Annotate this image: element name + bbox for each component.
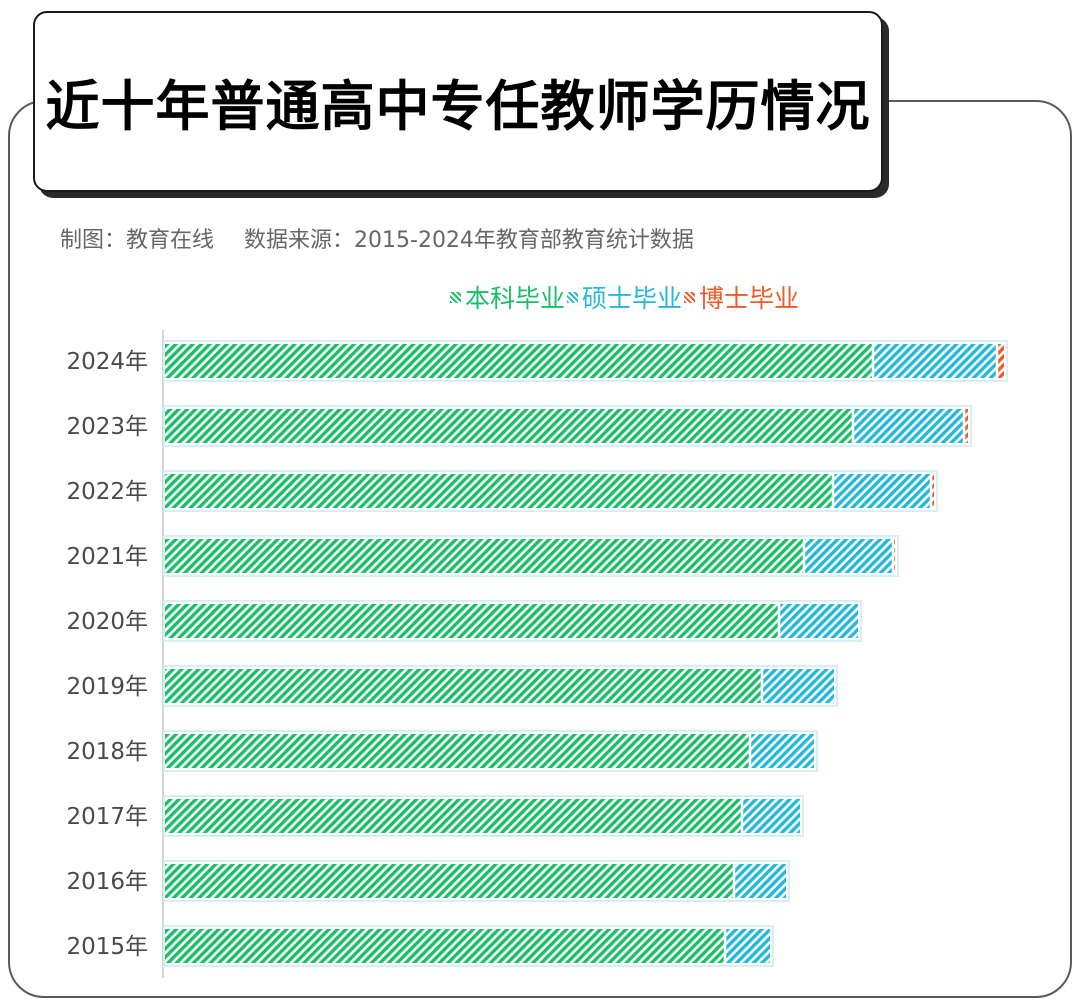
category-label: 2020年	[66, 609, 148, 635]
legend-item-master: 硕士毕业	[565, 279, 682, 315]
legend-item-doctor: 博士毕业	[682, 279, 799, 315]
bar-master	[833, 474, 931, 508]
category-label: 2024年	[66, 349, 148, 375]
category-label: 2018年	[66, 739, 148, 765]
bars-layer	[163, 340, 1008, 967]
category-label: 2016年	[66, 869, 148, 895]
bar-bachelor	[165, 539, 804, 573]
bar-bachelor	[165, 474, 833, 508]
bar-bachelor	[165, 669, 762, 703]
category-label: 2023年	[66, 414, 148, 440]
legend-swatch-bachelor	[450, 291, 461, 303]
bar-master	[853, 409, 964, 443]
bar-doctor	[931, 474, 934, 508]
page-title: 近十年普通高中专任教师学历情况	[45, 75, 871, 138]
bar-doctor	[997, 344, 1004, 378]
bar-bachelor	[165, 864, 734, 898]
bar-master	[873, 344, 997, 378]
legend-label-doctor: 博士毕业	[699, 284, 800, 313]
bar-bachelor	[165, 734, 750, 768]
category-labels-layer: 2024年 2023年 2022年 2021年 2020年 2019年 2018年 2017年…	[66, 349, 148, 960]
bar-master	[804, 539, 893, 573]
chart-legend: 本科毕业 硕士毕业 博士毕业	[448, 281, 799, 313]
bar-bachelor	[165, 344, 873, 378]
bar-bachelor	[165, 799, 742, 833]
bar-bachelor	[165, 409, 853, 443]
subtitle-source: 数据来源：2015-2024年教育部教育统计数据	[244, 228, 694, 253]
bar-bachelor	[165, 929, 725, 963]
category-label: 2021年	[66, 544, 148, 570]
legend-swatch-doctor	[684, 291, 696, 303]
category-label: 2022年	[66, 479, 148, 505]
category-label: 2015年	[66, 934, 148, 960]
bar-master	[762, 669, 834, 703]
subtitle: 制图：教育在线 数据来源：2015-2024年教育部教育统计数据	[60, 222, 694, 254]
bar-master	[742, 799, 800, 833]
bar-bachelor	[165, 604, 779, 638]
category-label: 2017年	[66, 804, 148, 830]
title-box: 近十年普通高中专任教师学历情况	[33, 11, 883, 192]
bar-doctor	[964, 409, 968, 443]
bar-master	[779, 604, 858, 638]
subtitle-maker: 制图：教育在线	[60, 228, 215, 253]
legend-item-bachelor: 本科毕业	[448, 279, 565, 315]
bar-master	[750, 734, 814, 768]
legend-label-master: 硕士毕业	[582, 284, 683, 313]
legend-label-bachelor: 本科毕业	[465, 284, 566, 313]
bar-master	[734, 864, 786, 898]
category-label: 2019年	[66, 674, 148, 700]
bar-master	[725, 929, 770, 963]
legend-swatch-master	[567, 291, 579, 303]
